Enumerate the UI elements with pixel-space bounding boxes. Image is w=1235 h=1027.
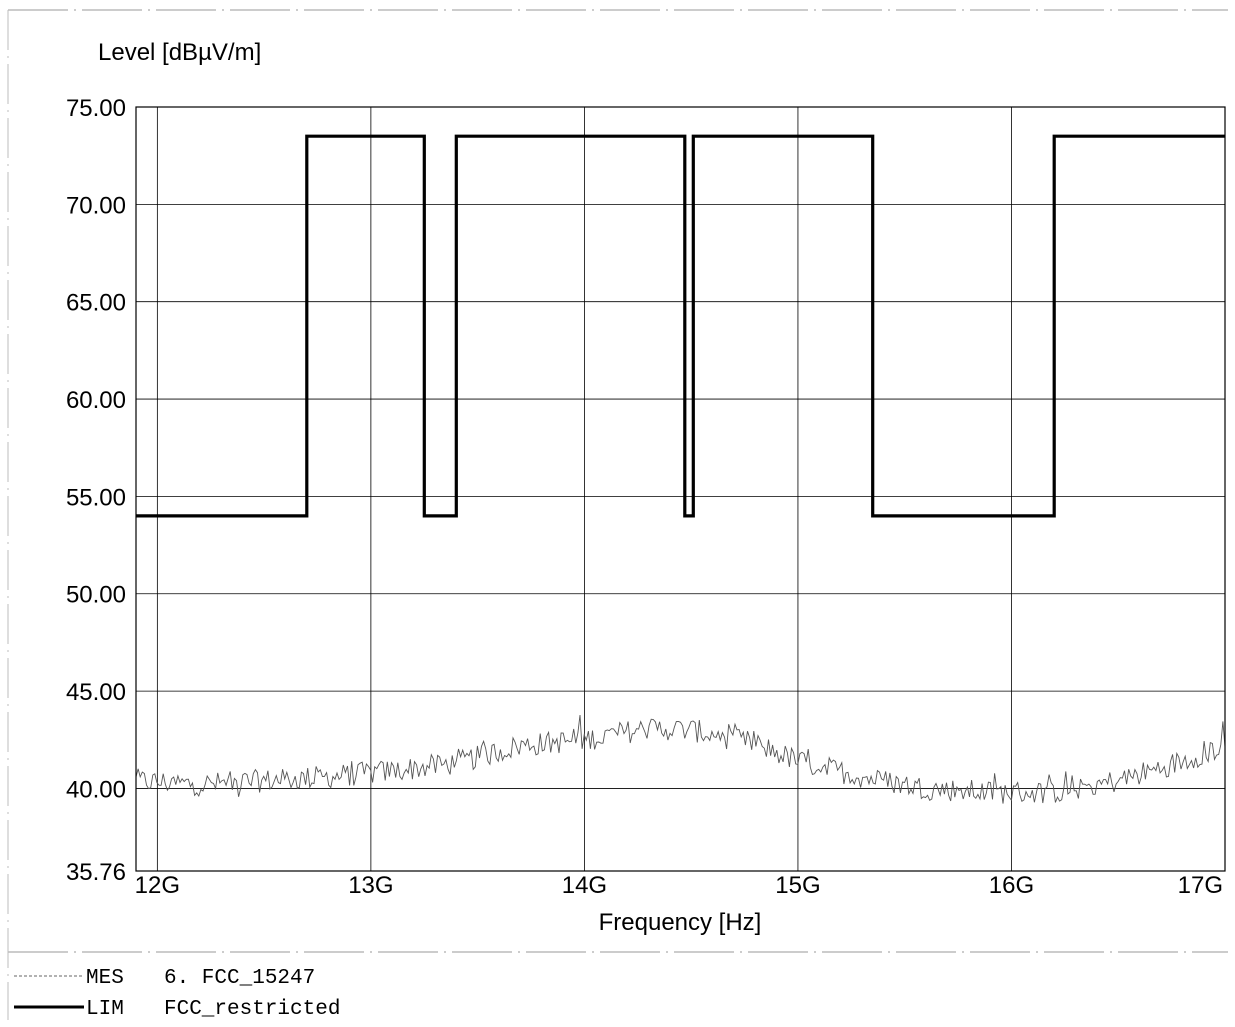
- x-tick-label: 12G: [135, 872, 180, 899]
- x-tick-label: 14G: [562, 872, 607, 899]
- y-tick-label: 55.00: [66, 484, 126, 511]
- series-lim-line: [136, 134, 1225, 518]
- y-tick-label: 50.00: [66, 582, 126, 609]
- x-tick-label: 16G: [989, 872, 1034, 899]
- y-tick-label: 40.00: [66, 776, 126, 803]
- x-tick-label: 17G: [1178, 872, 1223, 899]
- series-mes-trace: [135, 714, 1226, 804]
- plot-grid: [136, 106, 1226, 872]
- y-tick-label: 70.00: [66, 192, 126, 219]
- y-tick-label: 65.00: [66, 290, 126, 317]
- x-tick-label: 13G: [348, 872, 393, 899]
- legend: MES 6. FCC_15247 LIM FCC_restricted: [14, 967, 340, 1021]
- legend-mes-label: 6. FCC_15247: [164, 967, 315, 990]
- y-tick-labels: 75.00 70.00 65.00 60.00 55.00 50.00 45.00 40.00…: [66, 95, 126, 886]
- y-tick-label: 35.76: [66, 859, 126, 886]
- x-tick-labels: 12G 13G 14G 15G 16G 17G: [135, 872, 1223, 899]
- y-tick-label: 45.00: [66, 679, 126, 706]
- y-tick-label: 75.00: [66, 95, 126, 122]
- y-axis-title: Level [dBµV/m]: [98, 39, 261, 66]
- x-axis-title: Frequency [Hz]: [599, 909, 762, 936]
- legend-lim-name: LIM: [86, 998, 124, 1021]
- plot-frame: [135, 106, 1226, 872]
- series-layer: [135, 134, 1226, 804]
- y-tick-label: 60.00: [66, 387, 126, 414]
- legend-mes-name: MES: [86, 967, 124, 990]
- legend-lim-label: FCC_restricted: [164, 998, 340, 1021]
- x-tick-label: 15G: [775, 872, 820, 899]
